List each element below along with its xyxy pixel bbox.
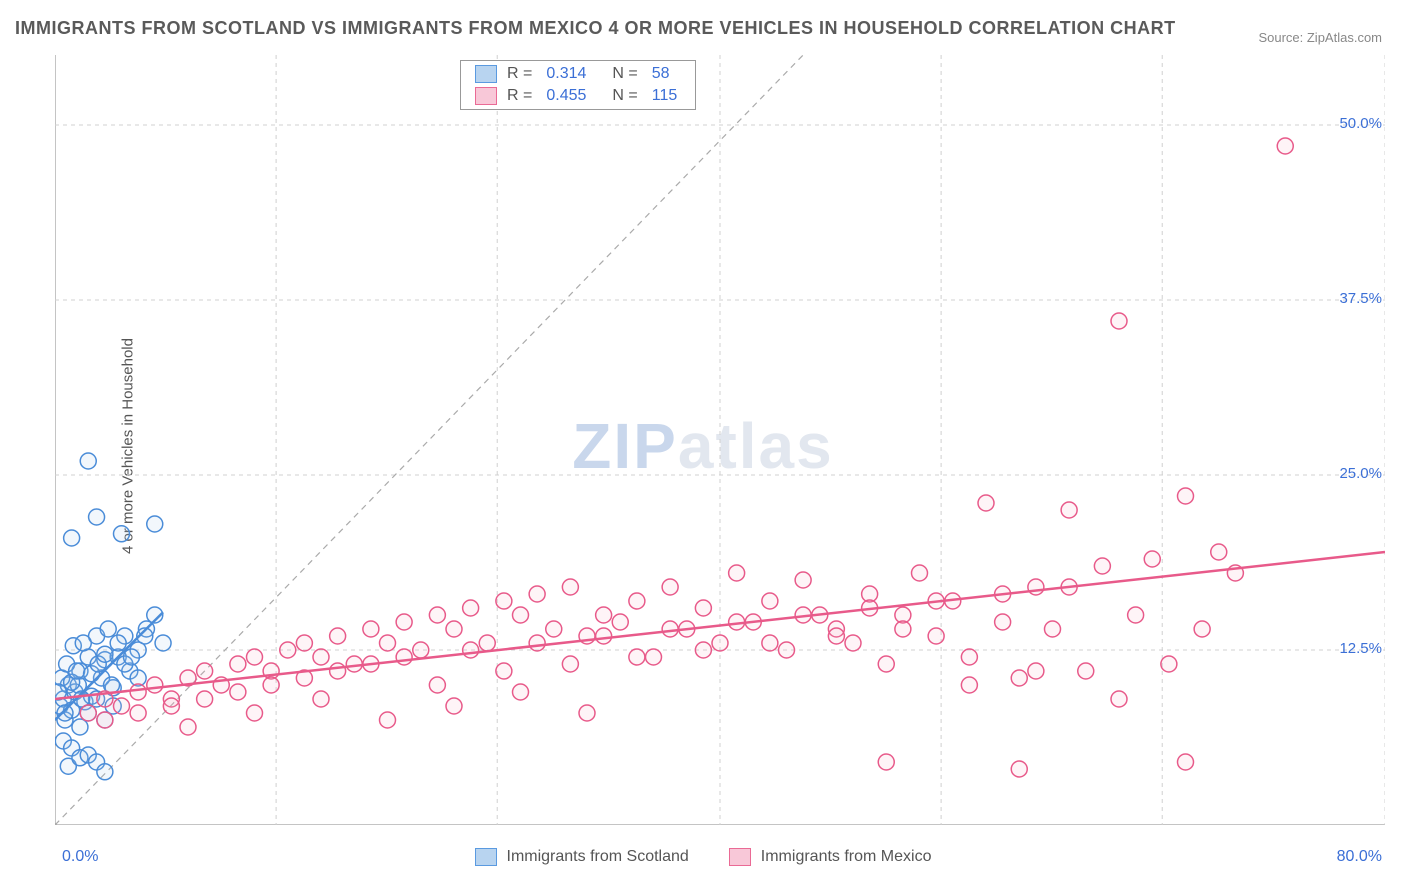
r-value-scotland: 0.314 [546, 65, 586, 83]
r-label: R = [507, 65, 532, 83]
n-label: N = [612, 87, 637, 105]
legend-swatch-scotland [475, 848, 497, 866]
legend-item-scotland: Immigrants from Scotland [475, 848, 689, 866]
legend-item-mexico: Immigrants from Mexico [729, 848, 932, 866]
stats-row-mexico: R = 0.455 N = 115 [461, 85, 695, 107]
chart-plot-area [55, 55, 1385, 825]
legend-label-mexico: Immigrants from Mexico [761, 848, 932, 866]
y-tick-label: 25.0% [1339, 465, 1382, 482]
y-tick-label: 50.0% [1339, 115, 1382, 132]
y-tick-label: 12.5% [1339, 640, 1382, 657]
stats-legend-box: R = 0.314 N = 58 R = 0.455 N = 115 [460, 60, 696, 110]
swatch-scotland [475, 65, 497, 83]
legend-swatch-mexico [729, 848, 751, 866]
r-value-mexico: 0.455 [546, 87, 586, 105]
bottom-legend: Immigrants from Scotland Immigrants from… [0, 848, 1406, 866]
scatter-svg [55, 55, 1385, 825]
chart-title: IMMIGRANTS FROM SCOTLAND VS IMMIGRANTS F… [15, 18, 1176, 39]
n-value-mexico: 115 [652, 87, 678, 105]
n-value-scotland: 58 [652, 65, 670, 83]
legend-label-scotland: Immigrants from Scotland [507, 848, 689, 866]
y-tick-label: 37.5% [1339, 290, 1382, 307]
stats-row-scotland: R = 0.314 N = 58 [461, 63, 695, 85]
n-label: N = [612, 65, 637, 83]
source-attribution: Source: ZipAtlas.com [1258, 30, 1382, 45]
swatch-mexico [475, 87, 497, 105]
r-label: R = [507, 87, 532, 105]
